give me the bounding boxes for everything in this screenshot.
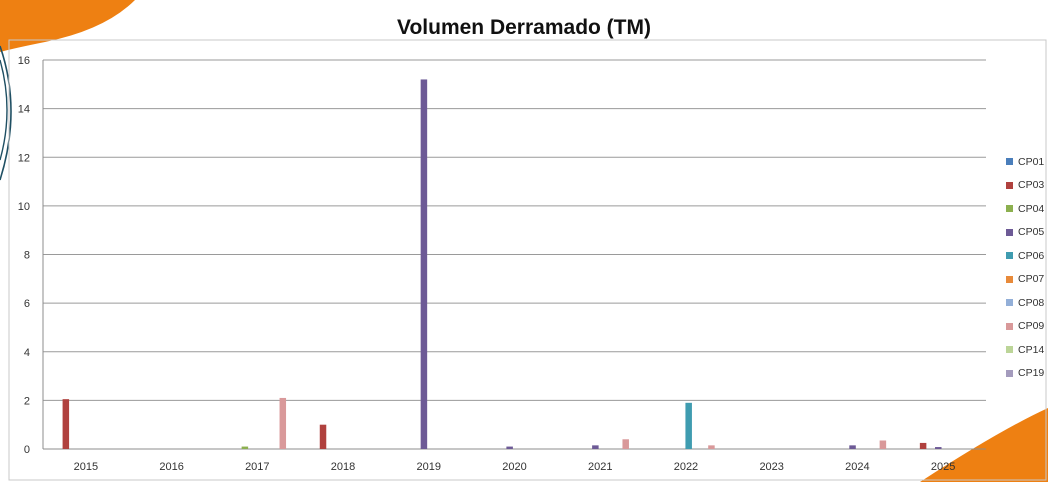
bar-cp03-2015 <box>62 399 70 449</box>
y-tick-label: 14 <box>18 104 30 116</box>
x-tick-label: 2022 <box>674 461 698 473</box>
legend-item: CP05 <box>1006 221 1044 245</box>
x-tick-label: 2016 <box>159 461 183 473</box>
legend-item: CP04 <box>1006 197 1044 221</box>
legend-label: CP03 <box>1018 179 1045 192</box>
legend-label: CP19 <box>1018 367 1045 380</box>
legend-swatch <box>1006 275 1013 283</box>
bar-cp05-2025 <box>935 447 942 449</box>
bar-cp09-2022 <box>708 445 715 449</box>
legend-label: CP05 <box>1018 226 1045 239</box>
x-tick-label: 2021 <box>588 461 612 473</box>
legend-swatch <box>1006 205 1013 213</box>
y-axis-ticks: 0 2 4 6 8 10 12 14 16 <box>18 55 30 456</box>
legend-swatch <box>1006 181 1013 189</box>
legend-label: CP04 <box>1018 202 1045 215</box>
gridlines <box>42 59 986 450</box>
legend-item: CP19 <box>1006 362 1044 386</box>
legend-item: CP06 <box>1006 244 1044 268</box>
bar-cp05-2019 <box>420 79 428 449</box>
y-tick-label: 16 <box>18 55 30 67</box>
y-tick-label: 10 <box>18 201 30 213</box>
legend-swatch <box>1006 158 1013 166</box>
legend-swatch <box>1006 322 1013 330</box>
y-tick-label: 4 <box>24 347 30 359</box>
legend-swatch <box>1006 228 1013 236</box>
plot-frame <box>8 39 1047 481</box>
bar-cp04-2017 <box>241 446 249 449</box>
legend-label: CP06 <box>1018 249 1045 262</box>
teal-ring-left <box>0 45 12 181</box>
legend-label: CP14 <box>1018 343 1045 356</box>
chart-title: Volumen Derramado (TM) <box>397 16 651 39</box>
legend-label: CP08 <box>1018 296 1045 309</box>
bar-cp05-2020 <box>506 446 513 449</box>
bar-cp09-2017 <box>279 397 287 449</box>
bar-cp06-2022 <box>685 402 692 449</box>
x-tick-label: 2018 <box>331 461 355 473</box>
x-tick-label: 2024 <box>845 461 869 473</box>
x-tick-label: 2025 <box>931 461 955 473</box>
bar-cp09-2021 <box>622 439 629 449</box>
bar-cp03-2025 <box>919 442 927 449</box>
orange-corner-top-left <box>0 0 135 52</box>
y-tick-label: 12 <box>18 152 30 164</box>
y-tick-label: 6 <box>24 298 30 310</box>
legend-label: CP01 <box>1018 155 1045 168</box>
x-tick-label: 2023 <box>759 461 783 473</box>
legend-label: CP07 <box>1018 273 1045 286</box>
bar-cp05-2021 <box>592 445 599 449</box>
legend-item: CP08 <box>1006 291 1044 315</box>
x-tick-label: 2020 <box>502 461 526 473</box>
legend-swatch <box>1006 252 1013 260</box>
bar-cp03-2018 <box>319 424 327 449</box>
y-tick-label: 2 <box>24 395 30 407</box>
bar-cp09-2024 <box>879 440 887 449</box>
legend-item: CP01 <box>1006 150 1044 174</box>
orange-corner-bottom-right <box>920 408 1048 482</box>
legend-swatch <box>1006 369 1013 377</box>
legend-item: CP07 <box>1006 268 1044 292</box>
legend-swatch <box>1006 299 1013 307</box>
y-tick-label: 0 <box>24 444 30 456</box>
x-axis-ticks: 2015 2016 2017 2018 2019 2020 2021 2022 2023 2024… <box>74 461 956 473</box>
x-tick-label: 2015 <box>74 461 98 473</box>
legend: CP01 CP03 CP04 CP05 CP06 CP07 CP08 CP09 … <box>1006 150 1044 385</box>
x-tick-label: 2019 <box>417 461 441 473</box>
bar-cp05-2024 <box>849 445 856 449</box>
x-tick-label: 2017 <box>245 461 269 473</box>
legend-item: CP09 <box>1006 315 1044 339</box>
legend-item: CP03 <box>1006 174 1044 198</box>
teal-ring-left-inner <box>0 59 8 161</box>
legend-label: CP09 <box>1018 320 1045 333</box>
bars <box>62 79 942 449</box>
y-tick-label: 8 <box>24 250 30 262</box>
legend-item: CP14 <box>1006 338 1044 362</box>
legend-swatch <box>1006 346 1013 354</box>
